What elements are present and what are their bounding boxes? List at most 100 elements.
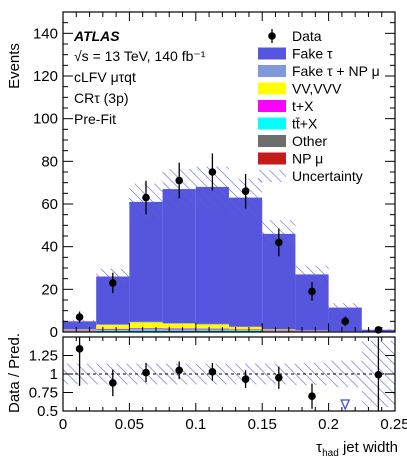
- main-ytick-label-2: 40: [41, 239, 58, 256]
- data-point-2: [142, 193, 150, 202]
- ratio-ytick-label-0: 0.5: [37, 403, 58, 420]
- legend-label-other: Other: [292, 133, 327, 149]
- bar-vv-vvv-bin-5: [229, 326, 263, 330]
- bar-fake-bin-5: [229, 197, 263, 327]
- bar-other-bin-4: [195, 330, 229, 332]
- xtick-label-4: 0.2: [318, 416, 339, 433]
- legend-label-fake-np: Fake τ + NP μ: [292, 63, 380, 79]
- data-point-5: [241, 187, 250, 195]
- xtick-label-0: 0: [59, 416, 67, 433]
- legend-swatch-other: [258, 135, 286, 147]
- bar-vv-vvv-bin-1: [96, 324, 130, 330]
- ratio-ytick-label-2: 1: [50, 366, 58, 383]
- legend-label-tt-x: tt̄+X: [292, 116, 318, 132]
- bar-fake-np-bin-5: [229, 326, 263, 328]
- bar-t-x-bin-6: [262, 330, 296, 332]
- main-ytick-label-1: 20: [41, 281, 58, 298]
- legend-swatch-tt-x: [258, 117, 286, 130]
- bar-vv-vvv-bin-2: [129, 322, 163, 329]
- bar-fake-np-bin-7: [295, 330, 329, 331]
- bar-vv-vvv-bin-3: [162, 323, 196, 329]
- atlas-label: ATLAS: [73, 28, 120, 44]
- uncertainty-band-bin-7: [295, 265, 329, 284]
- ratio-point-3: [175, 366, 183, 375]
- legend-swatch-np: [258, 152, 286, 165]
- bar-fake-np-bin-1: [96, 324, 130, 325]
- bar-t-x-bin-3: [162, 328, 196, 330]
- bar-fake-np-bin-0: [63, 329, 97, 330]
- bar-other-bin-2: [129, 330, 163, 332]
- bar-vv-vvv-bin-6: [262, 329, 296, 331]
- legend-swatch-fake-np: [258, 65, 286, 77]
- bar-fake-np-bin-4: [195, 323, 229, 325]
- bar-fake-np-bin-2: [129, 321, 163, 323]
- bar-t-x-bin-1: [96, 329, 130, 330]
- legend-label-uncertainty: Uncertainty: [292, 168, 363, 184]
- ratio-point-2: [142, 368, 150, 377]
- ratio-point-8: [374, 370, 383, 379]
- bar-fake-bin-0: [63, 321, 97, 330]
- bar-tt-x-bin-5: [229, 330, 263, 331]
- xtick-label-1: 0.05: [115, 416, 144, 433]
- bar-vv-vvv-bin-0: [63, 329, 97, 331]
- bar-tt-x-bin-4: [195, 329, 229, 331]
- text-layer: Events Data / Pred. τhad jet width ATLAS…: [6, 28, 398, 459]
- ratio-point-7: [308, 392, 316, 401]
- main-ytick-label-3: 60: [41, 196, 58, 213]
- ratio-data-layer: [75, 337, 383, 411]
- ratio-point-6: [275, 373, 283, 382]
- ratio-ytick-label-1: 0.75: [29, 385, 58, 402]
- xlabel-rest: jet width: [339, 439, 398, 456]
- fit-label: Pre-Fit: [74, 111, 116, 127]
- bar-vv-vvv-bin-4: [195, 324, 229, 329]
- main-ytick-label-0: 0: [50, 324, 58, 341]
- ratio-point-0: [75, 345, 84, 353]
- xlabel: τhad jet width: [316, 439, 398, 459]
- data-point-0: [75, 313, 84, 321]
- ticks-layer: 0 20 40 60 80 100 120 140 0.50.75 11.25 0 0.05 0.1 0.…: [29, 11, 407, 433]
- signal-label: cLFV μτqt: [74, 69, 136, 85]
- ratio-offscale-marker-0: [340, 399, 351, 411]
- bar-other-bin-3: [162, 330, 196, 332]
- main-ytick-label-6: 120: [33, 68, 58, 85]
- main-ytick-label-4: 80: [41, 153, 58, 170]
- bar-t-x-bin-0: [63, 330, 97, 332]
- xlabel-sub: had: [322, 448, 339, 459]
- legend-label-vv-vvv: VV,VVV: [292, 81, 342, 97]
- legend-swatch-vv-vvv: [258, 82, 286, 95]
- legend-label-t-x: t+X: [292, 98, 314, 114]
- main-bars-layer: [63, 186, 395, 333]
- bar-tt-x-bin-0: [63, 330, 97, 332]
- data-point-3: [175, 176, 183, 185]
- ratio-ytick-label-3: 1.25: [29, 348, 58, 365]
- legend-label-fake: Fake τ: [292, 46, 333, 62]
- bar-fake-np-bin-3: [162, 323, 196, 324]
- xlabel-main: τ: [316, 439, 322, 456]
- bar-tt-x-bin-1: [96, 329, 130, 331]
- legend-swatch-uncertainty: [258, 170, 286, 182]
- bar-tt-x-bin-3: [162, 329, 196, 331]
- main-ytick-label-7: 140: [33, 25, 58, 42]
- bar-fake-bin-2: [129, 201, 163, 322]
- bar-tt-x-bin-6: [262, 330, 296, 332]
- data-point-7: [308, 287, 316, 296]
- ratio-point-1: [109, 379, 117, 387]
- main-ytick-label-5: 100: [33, 111, 58, 128]
- bar-t-x-bin-5: [229, 329, 263, 331]
- bar-fake-np-bin-6: [262, 329, 296, 330]
- xtick-label-2: 0.1: [185, 416, 206, 433]
- main-ylabel: Events: [6, 43, 23, 89]
- xtick-label-5: 0.25: [380, 416, 407, 433]
- data-point-4: [208, 168, 217, 176]
- data-point-8: [341, 317, 350, 326]
- data-point-6: [275, 238, 283, 247]
- bar-fake-bin-3: [162, 189, 196, 324]
- uncertainty-band-bin-8: [328, 303, 362, 312]
- bar-t-x-bin-2: [129, 328, 163, 330]
- bar-tt-x-bin-2: [129, 329, 163, 331]
- region-label: CRτ (3p): [74, 90, 129, 106]
- legend-marker-data: [268, 32, 276, 40]
- legend-swatch-t-x: [258, 100, 286, 112]
